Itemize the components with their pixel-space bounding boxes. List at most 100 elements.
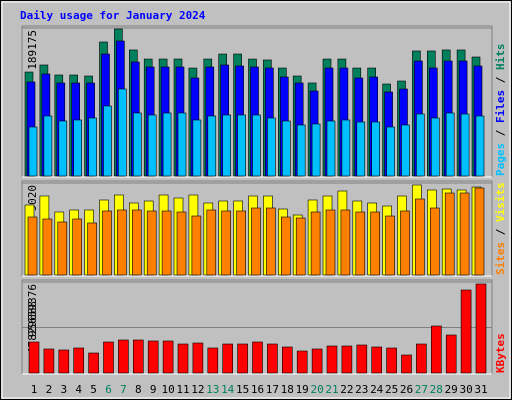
bar xyxy=(311,348,323,374)
bar xyxy=(133,112,142,177)
x-tick-label: 9 xyxy=(150,383,157,396)
x-tick-label: 31 xyxy=(474,383,487,396)
x-tick-label: 19 xyxy=(296,383,309,396)
bar xyxy=(57,221,68,276)
bar xyxy=(371,346,383,374)
bar xyxy=(252,114,261,177)
bar xyxy=(325,209,336,276)
x-tick-label: 26 xyxy=(400,383,413,396)
x-tick-label: 4 xyxy=(75,383,82,396)
bar xyxy=(176,211,187,276)
bar xyxy=(192,342,204,374)
bar xyxy=(430,117,440,177)
legend: Pages / Files / Hits xyxy=(494,44,507,177)
bar xyxy=(386,126,395,177)
x-tick-label: 27 xyxy=(415,383,428,396)
bar xyxy=(355,211,366,276)
bar xyxy=(146,210,157,276)
bar xyxy=(43,348,55,374)
bar xyxy=(42,218,53,276)
bar xyxy=(72,218,82,276)
bar xyxy=(386,347,397,374)
bar xyxy=(266,207,276,276)
bar xyxy=(251,207,261,276)
bar xyxy=(326,120,336,177)
bar xyxy=(103,105,112,177)
x-tick-label: 30 xyxy=(459,383,472,396)
bar xyxy=(356,344,368,374)
legend-entry: KBytes xyxy=(494,333,507,373)
bar xyxy=(356,121,366,177)
bar xyxy=(444,192,455,276)
bar xyxy=(43,115,53,177)
bar xyxy=(162,112,172,177)
bar xyxy=(192,119,202,177)
bar xyxy=(429,207,440,276)
x-tick-label: 13 xyxy=(206,383,219,396)
bar xyxy=(191,215,202,276)
bar xyxy=(88,117,97,177)
x-tick-label: 18 xyxy=(281,383,294,396)
bar xyxy=(295,217,306,276)
y-tick-label: 189175 xyxy=(26,30,39,70)
legend-entry: Sites xyxy=(494,242,507,275)
bar xyxy=(445,112,455,177)
bar xyxy=(370,211,381,276)
x-tick-label: 22 xyxy=(340,383,353,396)
bar xyxy=(340,209,351,276)
bar xyxy=(400,210,410,276)
bar xyxy=(401,124,410,177)
bar xyxy=(475,283,487,374)
x-tick-label: 24 xyxy=(370,383,384,396)
bar xyxy=(132,209,142,276)
bar xyxy=(103,341,114,374)
bar xyxy=(177,112,187,177)
x-tick-label: 15 xyxy=(236,383,249,396)
bar xyxy=(371,121,381,177)
bar xyxy=(416,343,427,374)
bar xyxy=(161,210,172,276)
bar xyxy=(236,210,246,276)
bar xyxy=(28,341,40,374)
legend: Sites / Visits xyxy=(494,182,507,275)
x-tick-label: 25 xyxy=(385,383,398,396)
bar xyxy=(475,115,485,177)
bar xyxy=(445,334,457,374)
bar xyxy=(460,289,472,374)
bar xyxy=(252,341,263,374)
legend-separator: / xyxy=(494,123,507,143)
bar xyxy=(401,354,412,374)
bar xyxy=(133,339,144,374)
bar xyxy=(221,210,231,276)
y-tick-label: 95659376 xyxy=(26,284,39,337)
bar xyxy=(430,325,442,374)
bar xyxy=(222,114,231,177)
chart-title: Daily usage for January 2024 xyxy=(20,9,206,22)
x-tick-label: 2 xyxy=(46,383,53,396)
bar xyxy=(206,209,217,276)
x-tick-label: 17 xyxy=(266,383,279,396)
x-tick-label: 16 xyxy=(251,383,264,396)
bar xyxy=(162,340,174,374)
x-tick-label: 11 xyxy=(176,383,189,396)
x-tick-label: 28 xyxy=(430,383,443,396)
bar xyxy=(416,113,425,177)
bar xyxy=(102,210,112,276)
x-tick-label: 1 xyxy=(31,383,38,396)
x-tick-label: 29 xyxy=(445,383,458,396)
legend-entry: Hits xyxy=(494,44,507,71)
bar xyxy=(341,119,351,177)
x-tick-label: 10 xyxy=(161,383,174,396)
bar xyxy=(87,222,97,276)
bar xyxy=(459,192,470,276)
bar xyxy=(460,113,470,177)
bar xyxy=(326,345,338,374)
bar xyxy=(311,123,321,177)
bar xyxy=(147,114,157,177)
bar xyxy=(296,350,308,374)
legend-separator: / xyxy=(494,222,507,242)
bar xyxy=(267,117,276,177)
x-tick-label: 7 xyxy=(120,383,127,396)
bar xyxy=(222,343,233,374)
